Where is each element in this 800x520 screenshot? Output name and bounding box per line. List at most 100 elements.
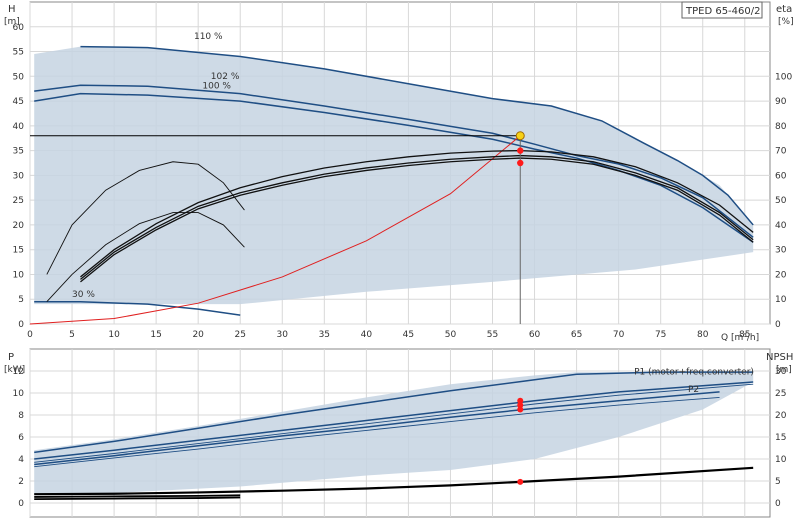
npsh-tick-label: 15: [775, 433, 786, 443]
h-tick-label: 35: [13, 147, 24, 157]
q-tick-label: 80: [697, 330, 709, 340]
bottom-points: [517, 397, 524, 485]
bottom-power-curve-1: [34, 381, 754, 460]
top-efficiency-curve-7: [80, 149, 754, 278]
q-tick-label: 75: [655, 330, 666, 340]
h-tick-label: 20: [13, 221, 25, 231]
p-tick-label: 12: [13, 367, 24, 377]
q-tick-label: 20: [192, 330, 204, 340]
bottom-power-curve-7: [34, 496, 241, 501]
bottom-power-curve-2: [34, 383, 754, 463]
eta-tick-label: 100: [775, 72, 792, 82]
curve-label-1: 102 %: [211, 72, 240, 82]
model-label-box: [681, 1, 763, 19]
h-tick-label: 40: [13, 122, 25, 132]
p-tick-label: 2: [18, 477, 24, 487]
bottom-ticks: 0 2 4 6 8 10 12 0 5 10 15 20 25 30: [13, 367, 787, 509]
bottom-series: [34, 371, 754, 501]
p-tick-label: 8: [18, 411, 24, 421]
q-tick-label: 5: [69, 330, 75, 340]
h-tick-label: 60: [13, 23, 25, 33]
q-axis-label: Q [m³/h]: [721, 333, 759, 343]
bottom-npsh-curve-5: [34, 466, 754, 496]
top-efficiency-curve-9: [46, 212, 245, 303]
curve-label-0: 110 %: [194, 32, 223, 42]
duty-point: [515, 131, 525, 141]
eta-tick-label: 20: [775, 270, 787, 280]
q-tick-label: 10: [108, 330, 120, 340]
duty-power-point-2: [517, 406, 524, 413]
power-npsh-plot: 0 2 4 6 8 10 12 0 5 10 15 20 25 30 P1 (motor+freq.con…: [4, 348, 793, 518]
h-tick-label: 0: [18, 320, 24, 330]
operating-range-area: [34, 46, 754, 305]
p-tick-label: 10: [13, 389, 25, 399]
npsh-tick-label: 20: [775, 411, 787, 421]
eta-tick-label: 0: [775, 320, 781, 330]
duty-eta-point-1: [517, 159, 524, 167]
q-tick-label: 70: [613, 330, 625, 340]
q-tick-label: 40: [361, 330, 373, 340]
npsh-tick-label: 10: [775, 455, 787, 465]
q-tick-label: 50: [445, 330, 457, 340]
h-axis-label: H: [8, 4, 16, 15]
h-tick-label: 45: [13, 97, 24, 107]
bottom-power-curve-6: [34, 494, 241, 498]
model-label: TPED 65-460/2: [685, 6, 761, 17]
eta-tick-label: 90: [775, 97, 787, 107]
q-tick-label: 55: [487, 330, 498, 340]
eta-tick-label: 50: [775, 196, 787, 206]
q-tick-label: 45: [403, 330, 414, 340]
q-tick-label: 30: [277, 330, 289, 340]
q-tick-label: 65: [571, 330, 582, 340]
h-tick-label: 25: [13, 196, 24, 206]
eta-tick-label: 10: [775, 295, 787, 305]
top-efficiency-curve-8: [46, 161, 245, 275]
top-ticks: 0 5 10 15 20 25 30 35 40 45 50 55 60 65 70 75 80 85 0 5 10 15…: [13, 23, 793, 340]
top-head-curve-0: [80, 45, 754, 226]
npsh-tick-label: 30: [775, 367, 787, 377]
duty-eta-point-0: [517, 147, 524, 154]
bottom-curve-labels: P1 (motor+freq.converter) P2: [634, 367, 754, 395]
bottom-power-curve-3: [34, 391, 720, 466]
head-efficiency-plot: 0 5 10 15 20 25 30 35 40 45 50 55 60 65 70 75 80 85 0 5 10 15…: [4, 1, 794, 343]
h-tick-label: 10: [13, 270, 25, 280]
eta-tick-label: 70: [775, 147, 787, 157]
power-range-area: [34, 372, 754, 496]
top-head-curve-2: [34, 92, 754, 243]
p-tick-label: 4: [18, 455, 24, 465]
duty-power-point-0: [517, 397, 524, 404]
bottom-power-curve-0: [34, 371, 754, 454]
h-tick-label: 55: [13, 48, 24, 58]
eta-tick-label: 60: [775, 171, 787, 181]
npsh-tick-label: 5: [775, 477, 781, 487]
eta-tick-label: 30: [775, 246, 787, 256]
npsh-axis-label: NPSH: [766, 352, 793, 363]
h-tick-label: 15: [13, 246, 24, 256]
curve-label-2: 100 %: [202, 82, 231, 92]
npsh-tick-label: 25: [775, 389, 786, 399]
h-tick-label: 50: [13, 72, 25, 82]
top-envelope: [34, 46, 754, 305]
p-tick-label: 0: [18, 499, 24, 509]
eta-axis-label: eta: [776, 4, 792, 15]
h-tick-label: 30: [13, 171, 25, 181]
q-tick-label: 85: [739, 330, 750, 340]
top-series: [29, 45, 754, 325]
top-head-curve-3: [34, 300, 241, 316]
eta-axis-unit: [%]: [778, 17, 794, 27]
p-axis-unit: [kW]: [4, 365, 25, 375]
npsh-axis-unit: [m]: [776, 365, 792, 375]
h-tick-label: 5: [18, 295, 24, 305]
q-tick-label: 60: [529, 330, 541, 340]
top-system-curve-4: [29, 135, 521, 325]
power-curve-label-1: P2: [688, 385, 699, 395]
top-points: [30, 131, 525, 324]
q-tick-label: 25: [235, 330, 246, 340]
bottom-power-curve-4: [34, 396, 720, 468]
curve-label-3: 30 %: [72, 290, 95, 300]
q-tick-label: 35: [319, 330, 330, 340]
eta-tick-label: 40: [775, 221, 787, 231]
q-tick-label: 0: [27, 330, 33, 340]
p-axis-label: P: [8, 352, 14, 363]
